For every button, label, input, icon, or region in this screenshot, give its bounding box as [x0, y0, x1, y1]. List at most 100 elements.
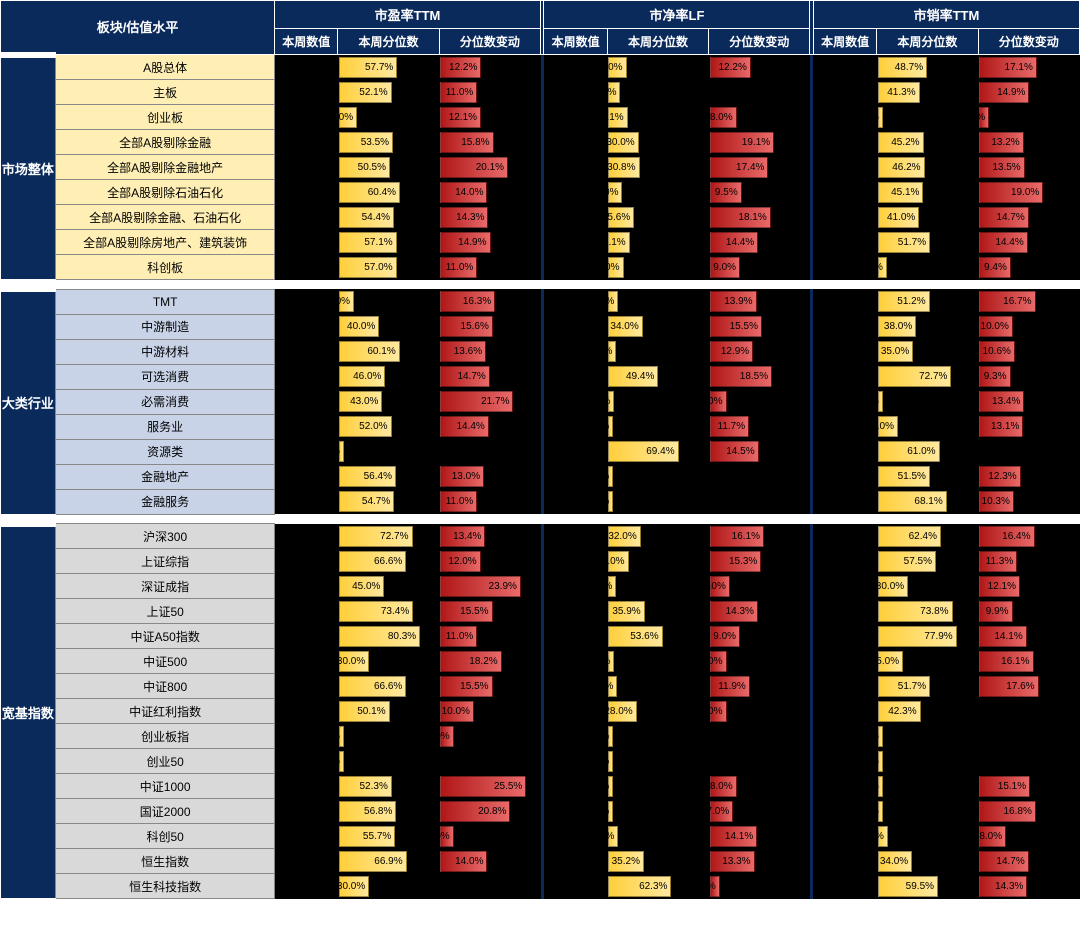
percentile-bar-cell: 43.0%: [338, 389, 439, 414]
percentile-bar-cell: 51.7%: [877, 230, 978, 255]
value-cell: [275, 230, 338, 255]
percentile-bar-cell: 3.0%: [607, 489, 708, 514]
percentile-bar-cell: 73.4%: [338, 599, 439, 624]
change-bar-cell: 18.1%: [709, 205, 810, 230]
percentile-bar-cell: 56.4%: [338, 464, 439, 489]
percentile-bar-cell: 20.0%: [607, 549, 708, 574]
change-bar-cell: 10.0%: [978, 314, 1079, 339]
percentile-bar-cell: 45.2%: [877, 130, 978, 155]
table-row: 中游材料60.1%13.6%8.0%12.9%35.0%10.6%: [1, 339, 1080, 364]
percentile-bar-cell: 3.0%: [607, 414, 708, 439]
row-label: 创业板指: [56, 724, 275, 749]
percentile-bar-cell: 3.0%: [607, 774, 708, 799]
row-label: 资源类: [56, 439, 275, 464]
sub-header: 本周分位数: [877, 29, 978, 55]
table-row: 宽基指数沪深30072.7%13.4%32.0%16.1%62.4%16.4%: [1, 524, 1080, 549]
change-bar-cell: 15.3%: [709, 549, 810, 574]
row-label: 中证红利指数: [56, 699, 275, 724]
row-label: 中游制造: [56, 314, 275, 339]
value-cell: [813, 339, 876, 364]
change-bar-cell: 14.7%: [978, 205, 1079, 230]
percentile-bar-cell: 5.0%: [877, 799, 978, 824]
value-cell: [813, 464, 876, 489]
value-cell: [275, 130, 338, 155]
value-cell: [275, 824, 338, 849]
row-label: 中游材料: [56, 339, 275, 364]
percentile-bar-cell: 66.6%: [338, 549, 439, 574]
change-bar-cell: 13.4%: [978, 389, 1079, 414]
row-label: 深证成指: [56, 574, 275, 599]
group-header-0: 市盈率TTM: [275, 1, 541, 29]
table-row: 上证5073.4%15.5%35.9%14.3%73.8%9.9%: [1, 599, 1080, 624]
change-bar-cell: 9.4%: [978, 255, 1079, 280]
change-bar-cell: 20.1%: [439, 155, 540, 180]
value-cell: [275, 389, 338, 414]
value-cell: [813, 55, 876, 80]
value-cell: [275, 574, 338, 599]
value-cell: [544, 439, 607, 464]
row-label: 沪深300: [56, 524, 275, 549]
percentile-bar-cell: 53.5%: [338, 130, 439, 155]
change-bar-cell: 5.0%: [709, 699, 810, 724]
percentile-bar-cell: 25.0%: [877, 649, 978, 674]
row-label: 全部A股剔除房地产、建筑装饰: [56, 230, 275, 255]
percentile-bar-cell: 54.4%: [338, 205, 439, 230]
value-cell: [813, 205, 876, 230]
change-bar-cell: 9.0%: [709, 255, 810, 280]
sub-header: 本周分位数: [338, 29, 439, 55]
percentile-bar-cell: 50.1%: [338, 699, 439, 724]
value-cell: [275, 699, 338, 724]
change-bar-cell: 14.3%: [709, 599, 810, 624]
change-bar-cell: [709, 80, 810, 105]
value-cell: [544, 364, 607, 389]
table-row: 创业板18.0%12.1%19.1%8.0%4.0%3.0%: [1, 105, 1080, 130]
percentile-bar-cell: 5.0%: [338, 439, 439, 464]
change-bar-cell: 19.0%: [978, 180, 1079, 205]
row-label: 金融服务: [56, 489, 275, 514]
percentile-bar-cell: 5.0%: [877, 774, 978, 799]
value-cell: [275, 674, 338, 699]
change-bar-cell: 5.0%: [709, 389, 810, 414]
section-label: 大类行业: [1, 289, 56, 514]
change-bar-cell: 19.1%: [709, 130, 810, 155]
percentile-bar-cell: 41.3%: [877, 80, 978, 105]
percentile-bar-cell: 2.0%: [338, 749, 439, 774]
percentile-bar-cell: 50.5%: [338, 155, 439, 180]
percentile-bar-cell: 10.0%: [607, 824, 708, 849]
percentile-bar-cell: 30.0%: [877, 574, 978, 599]
percentile-bar-cell: 8.0%: [607, 574, 708, 599]
change-bar-cell: 17.1%: [978, 55, 1079, 80]
percentile-bar-cell: 34.0%: [607, 314, 708, 339]
change-bar-cell: 13.0%: [439, 464, 540, 489]
row-label: 全部A股剔除金融、石油石化: [56, 205, 275, 230]
percentile-bar-cell: 10.0%: [877, 824, 978, 849]
percentile-bar-cell: 15.0%: [338, 289, 439, 314]
change-bar-cell: 12.2%: [709, 55, 810, 80]
row-label: 全部A股剔除石油石化: [56, 180, 275, 205]
value-cell: [813, 289, 876, 314]
change-bar-cell: 12.1%: [978, 574, 1079, 599]
row-label: 全部A股剔除金融: [56, 130, 275, 155]
change-bar-cell: [709, 464, 810, 489]
percentile-bar-cell: 18.0%: [338, 105, 439, 130]
value-cell: [275, 774, 338, 799]
percentile-bar-cell: 35.0%: [877, 339, 978, 364]
valuation-table: 板块/估值水平 市盈率TTM 市净率LF 市销率TTM 本周数值 本周分位数 分…: [0, 0, 1080, 899]
percentile-bar-cell: 34.0%: [877, 849, 978, 874]
change-bar-cell: 14.9%: [439, 230, 540, 255]
value-cell: [275, 155, 338, 180]
value-cell: [813, 524, 876, 549]
change-bar-cell: 15.5%: [439, 599, 540, 624]
change-bar-cell: 18.5%: [709, 364, 810, 389]
percentile-bar-cell: 2.0%: [338, 724, 439, 749]
table-row: 中证80066.6%15.5%9.0%11.9%51.7%17.6%: [1, 674, 1080, 699]
change-bar-cell: 15.1%: [978, 774, 1079, 799]
percentile-bar-cell: 12.0%: [607, 80, 708, 105]
value-cell: [275, 524, 338, 549]
row-label: 主板: [56, 80, 275, 105]
percentile-bar-cell: 77.9%: [877, 624, 978, 649]
sub-header: 分位数变动: [439, 29, 540, 55]
percentile-bar-cell: 52.1%: [338, 80, 439, 105]
change-bar-cell: 23.9%: [439, 574, 540, 599]
percentile-bar-cell: 68.1%: [877, 489, 978, 514]
